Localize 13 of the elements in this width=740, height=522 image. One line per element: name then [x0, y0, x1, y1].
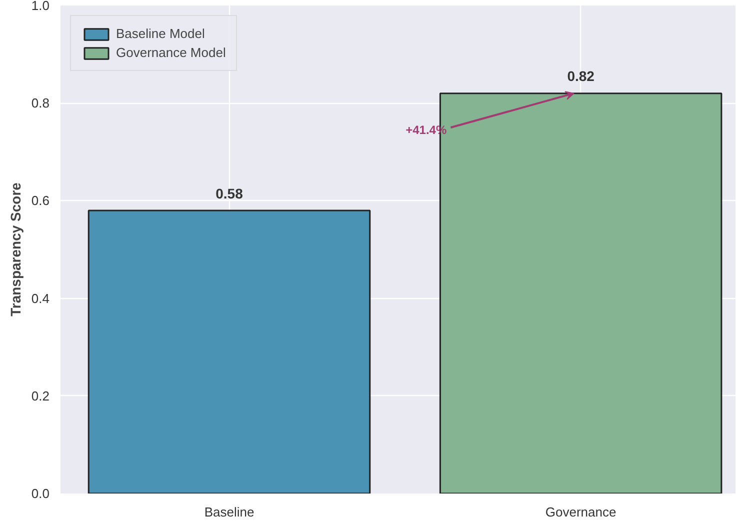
y-tick-label: 1.0: [31, 0, 50, 13]
x-tick-label: Baseline: [204, 504, 254, 520]
y-tick-label: 0.4: [31, 290, 50, 306]
data-label: 0.58: [216, 185, 244, 202]
y-tick-label: 0.2: [31, 388, 50, 404]
data-label: 0.82: [567, 68, 595, 84]
y-axis-title: Transparency Score: [7, 182, 24, 316]
x-tick-label: Governance: [545, 504, 616, 520]
legend-label: Baseline Model: [116, 26, 205, 41]
y-tick-label: 0.0: [31, 486, 50, 501]
y-tick-label: 0.8: [31, 96, 50, 111]
legend-label: Governance Model: [116, 45, 226, 60]
y-tick-label: 0.6: [31, 193, 50, 208]
